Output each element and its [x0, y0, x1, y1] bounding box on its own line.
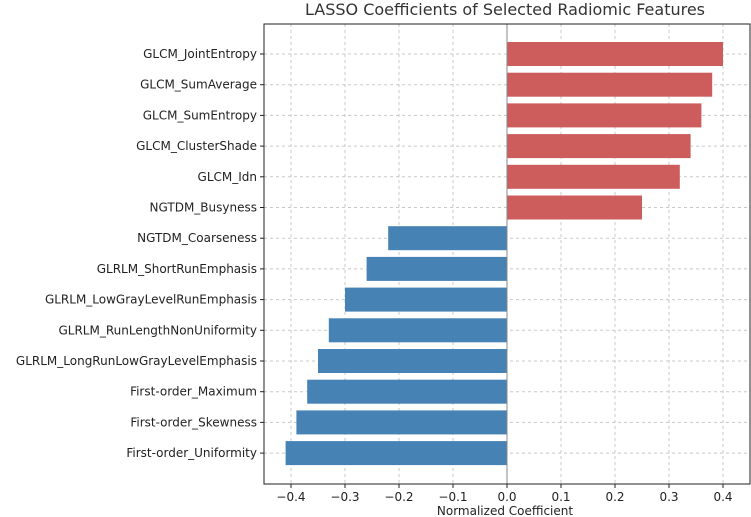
x-tick-label: 0.2: [605, 490, 624, 504]
bar-NGTDM_Busyness: [507, 195, 642, 220]
y-tick-label: GLRLM_RunLengthNonUniformity: [58, 323, 257, 337]
x-tick-label: 0.0: [497, 490, 516, 504]
y-tick-label: NGTDM_Busyness: [150, 201, 257, 215]
x-tick-label: 0.3: [659, 490, 678, 504]
bar-GLRLM_LongRunLowGrayLevelEmphasis: [318, 349, 507, 373]
label-layer: −0.4 −0.3 −0.2 −0.1 0.0 0.1 0.2 0.3 0.4 GLCM_Join…: [16, 47, 733, 504]
x-tick-label: −0.2: [384, 490, 413, 504]
bar-GLRLM_LowGrayLevelRunEmphasis: [345, 287, 507, 312]
bar-GLCM_JointEntropy: [507, 42, 723, 66]
y-tick-label: First-order_Maximum: [130, 385, 257, 399]
bar-GLCM_SumAverage: [507, 72, 713, 97]
x-tick-label: 0.4: [713, 490, 732, 504]
y-tick-label: GLCM_SumEntropy: [143, 108, 257, 122]
bar-GLRLM_RunLengthNonUniformity: [328, 318, 507, 343]
bar-NGTDM_Coarseness: [388, 226, 507, 251]
x-tick-label: −0.4: [276, 490, 305, 504]
x-tick-label: 0.1: [551, 490, 570, 504]
y-tick-label: GLCM_Idn: [198, 170, 257, 184]
x-axis-label: Normalized Coefficient: [437, 504, 573, 517]
bar-GLRLM_ShortRunEmphasis: [366, 256, 507, 281]
bar-GLCM_Idn: [507, 164, 680, 189]
y-tick-label: GLRLM_ShortRunEmphasis: [97, 262, 257, 276]
chart-title: LASSO Coefficients of Selected Radiomic …: [305, 0, 705, 19]
bar-GLCM_SumEntropy: [507, 103, 702, 128]
bar-layer: [285, 42, 723, 466]
bar-First-order_Maximum: [307, 379, 507, 404]
bar-GLCM_ClusterShade: [507, 134, 691, 159]
bar-First-order_Skewness: [296, 410, 507, 435]
axis-layer: [260, 23, 751, 488]
y-tick-label: GLRLM_LongRunLowGrayLevelEmphasis: [16, 354, 257, 368]
x-tick-label: −0.3: [330, 490, 359, 504]
bar-First-order_Uniformity: [285, 441, 507, 466]
y-tick-label: First-order_Uniformity: [126, 446, 257, 460]
y-tick-label: GLCM_JointEntropy: [143, 47, 257, 61]
x-tick-label: −0.1: [438, 490, 467, 504]
y-tick-label: GLCM_ClusterShade: [136, 139, 257, 153]
y-tick-label: GLRLM_LowGrayLevelRunEmphasis: [45, 293, 257, 307]
y-tick-label: NGTDM_Coarseness: [137, 231, 257, 245]
y-tick-label: First-order_Skewness: [130, 415, 257, 429]
y-tick-label: GLCM_SumAverage: [140, 78, 257, 92]
